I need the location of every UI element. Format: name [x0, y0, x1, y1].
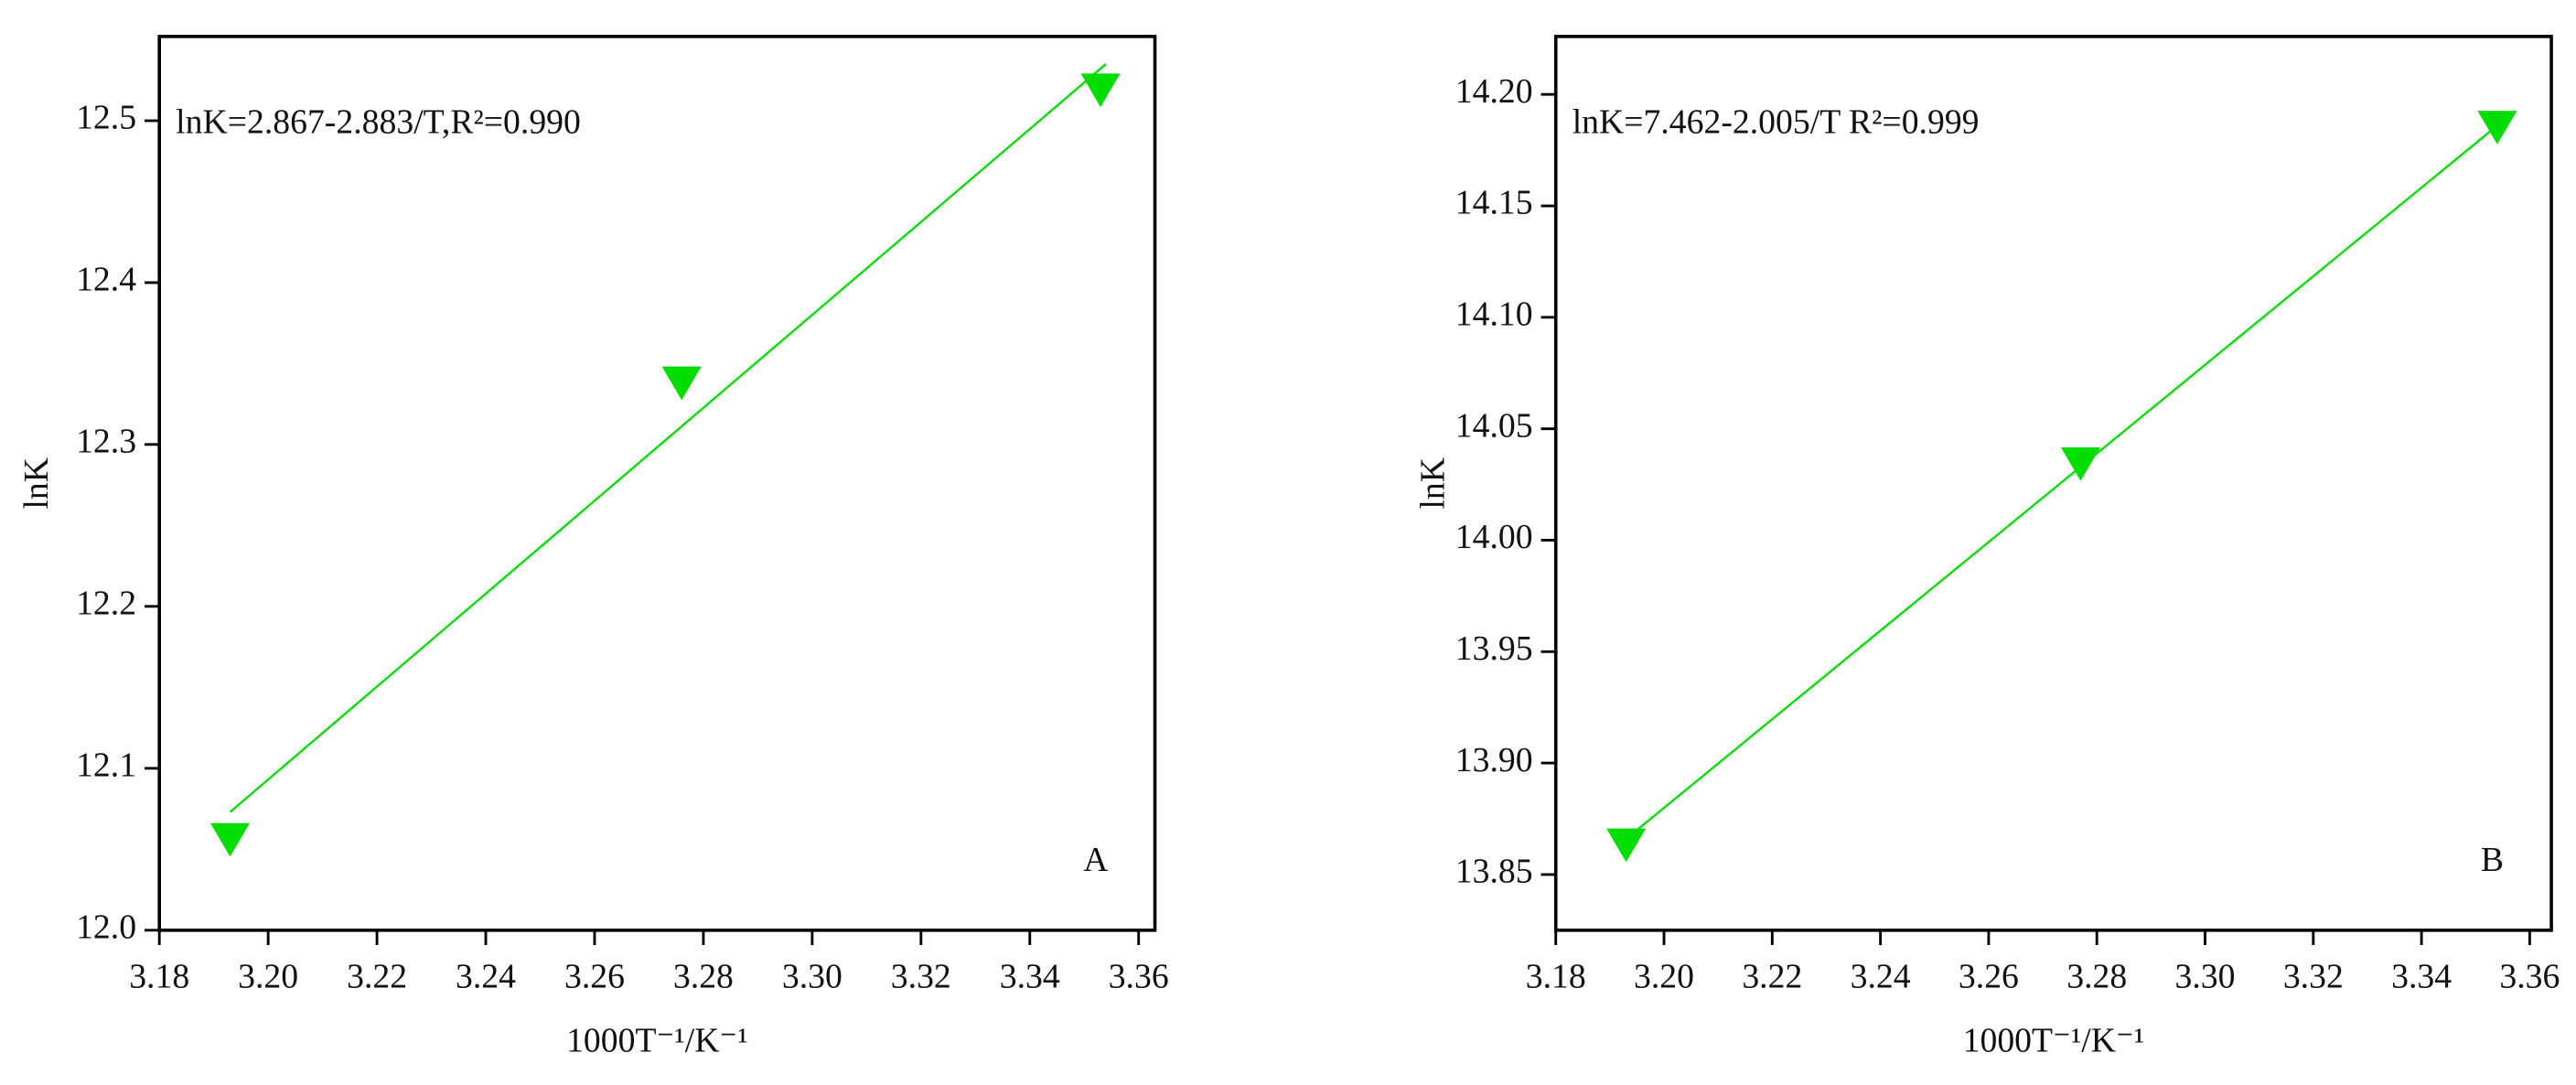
- equation: lnK=2.867-2.883/T,R²=0.990: [176, 102, 581, 141]
- marker: [209, 822, 251, 857]
- y-tick-label: 14.05: [1455, 406, 1533, 445]
- equation: lnK=7.462-2.005/T R²=0.999: [1572, 102, 1980, 141]
- x-tick-label: 3.30: [2175, 957, 2236, 995]
- marker: [2477, 111, 2517, 145]
- marker: [1080, 73, 1121, 107]
- plot-frame: [157, 35, 1157, 932]
- x-tick-label: 3.22: [1742, 957, 1802, 995]
- x-tick-label: 3.32: [2283, 957, 2344, 995]
- y-tick-label: 13.95: [1455, 629, 1533, 668]
- x-tick-label: 3.32: [891, 957, 951, 995]
- x-tick-label: 3.22: [347, 957, 407, 995]
- x-tick-label: 3.24: [1851, 957, 1911, 995]
- y-tick-label: 13.85: [1455, 853, 1533, 891]
- y-tick-label: 12.0: [76, 908, 136, 946]
- x-axis-label: 1000T⁻¹/K⁻¹: [566, 1021, 748, 1059]
- y-tick-label: 14.20: [1455, 72, 1533, 111]
- y-tick-label: 14.10: [1455, 295, 1533, 333]
- y-tick-label: 13.90: [1455, 741, 1533, 779]
- x-tick-label: 3.34: [1000, 957, 1060, 995]
- x-tick-label: 3.30: [782, 957, 843, 995]
- fit-line: [1625, 124, 2498, 840]
- x-tick-label: 3.34: [2391, 957, 2452, 995]
- y-tick-label: 12.3: [76, 423, 136, 461]
- x-axis-label: 1000T⁻¹/K⁻¹: [1963, 1021, 2145, 1059]
- y-tick-label: 12.5: [76, 99, 136, 137]
- x-tick-label: 3.20: [1634, 957, 1694, 995]
- y-tick-label: 12.4: [76, 261, 136, 299]
- y-tick-label: 12.1: [76, 747, 136, 785]
- x-tick-label: 3.20: [238, 957, 298, 995]
- marker: [1606, 828, 1647, 863]
- panel-label: B: [2481, 841, 2504, 879]
- y-axis-label: lnK: [17, 457, 56, 510]
- x-tick-label: 3.28: [2066, 957, 2127, 995]
- y-axis-label: lnK: [1413, 457, 1452, 510]
- y-tick-label: 14.00: [1455, 518, 1533, 556]
- x-tick-label: 3.36: [2499, 957, 2560, 995]
- plot-frame: [1553, 35, 2553, 932]
- marker: [2060, 447, 2101, 481]
- x-tick-label: 3.26: [1959, 957, 2019, 995]
- x-tick-label: 3.24: [456, 957, 516, 995]
- x-tick-label: 3.28: [673, 957, 734, 995]
- y-tick-label: 12.2: [76, 585, 136, 623]
- panel-label: A: [1083, 841, 1108, 879]
- fit-line: [229, 63, 1107, 813]
- x-tick-label: 3.18: [1526, 957, 1586, 995]
- y-tick-label: 14.15: [1455, 184, 1533, 222]
- x-tick-label: 3.26: [564, 957, 625, 995]
- x-tick-label: 3.18: [129, 957, 189, 995]
- marker: [661, 366, 702, 401]
- x-tick-label: 3.36: [1109, 957, 1169, 995]
